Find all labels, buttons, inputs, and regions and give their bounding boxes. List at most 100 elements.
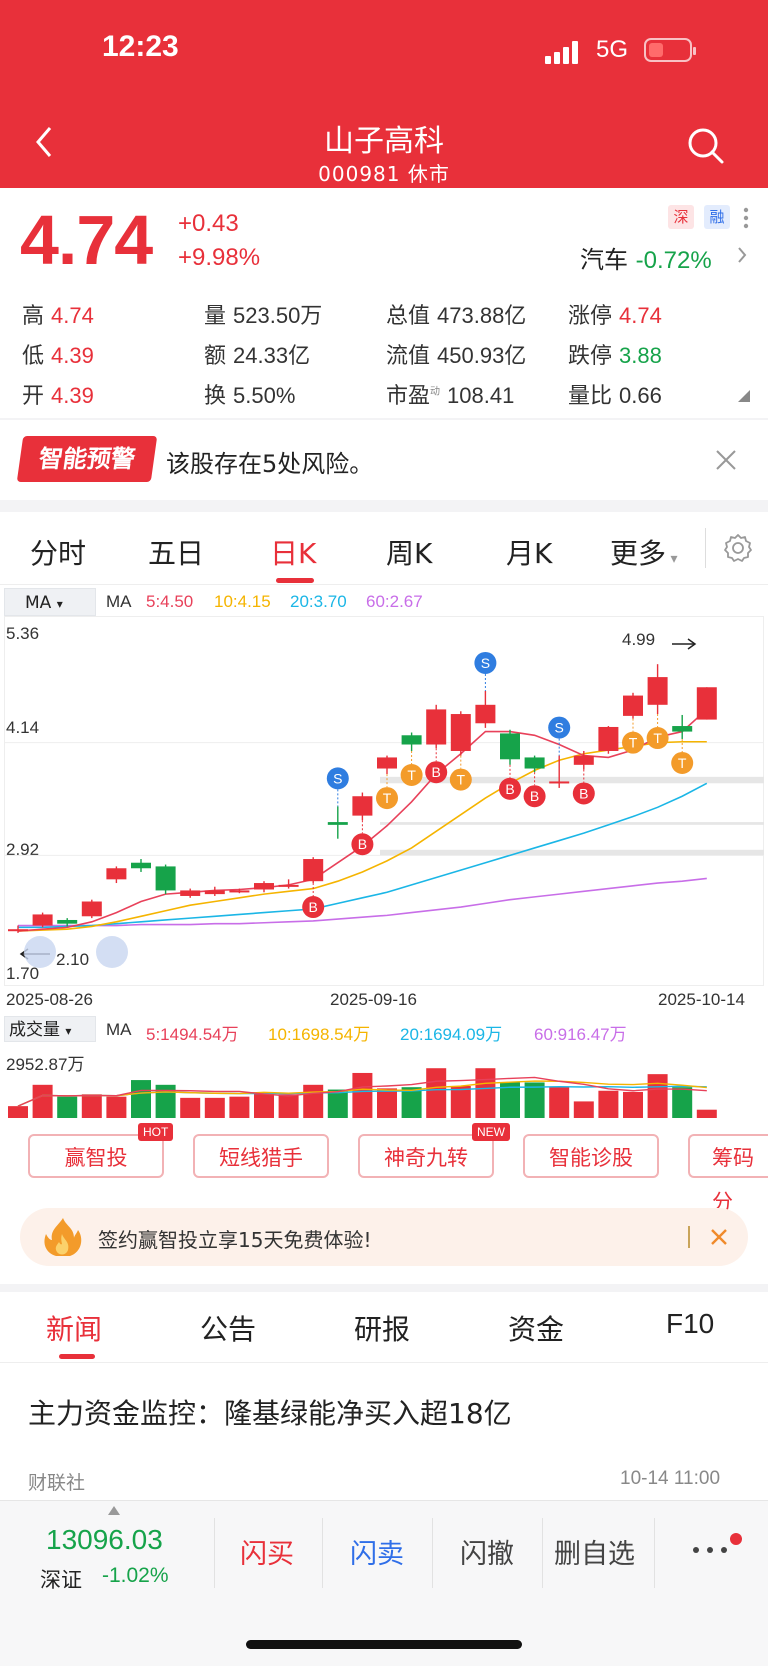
volume-bar	[450, 1085, 471, 1118]
stat-volume: 量 523.50万	[204, 303, 323, 329]
tab-divider	[705, 528, 706, 568]
sector-name: 汽车	[580, 246, 628, 274]
signal-T[interactable]: T	[449, 755, 472, 791]
high-arrow-head	[687, 638, 697, 650]
signal-S[interactable]: S	[548, 716, 571, 756]
promo-banner[interactable]: 签约赢智投立享15天免费体验!	[20, 1208, 748, 1266]
stat-float-mcap: 流值 450.93亿	[386, 343, 527, 369]
stat-turnover: 换 5.50%	[204, 383, 296, 409]
stat-limit-up: 涨停 4.74	[568, 303, 662, 329]
candle-body	[524, 757, 545, 769]
index-value[interactable]: 13096.03	[46, 1524, 163, 1555]
volume-bar	[401, 1087, 422, 1118]
tool-magic-nine[interactable]: 神奇九转	[358, 1134, 494, 1178]
tab-f10[interactable]: F10	[666, 1308, 715, 1339]
more-dots-icon[interactable]	[742, 206, 750, 230]
volume-bar	[155, 1084, 176, 1118]
volume-bar	[303, 1084, 324, 1118]
svg-text:T: T	[678, 755, 687, 771]
tab-capital[interactable]: 资金	[508, 1313, 565, 1346]
chevron-right-icon	[738, 247, 747, 263]
volume-bar	[672, 1087, 693, 1118]
candle-body	[450, 714, 471, 751]
candle-body	[598, 726, 619, 751]
quick-cancel-button[interactable]: 闪撤	[460, 1539, 514, 1570]
signal-B[interactable]: B	[499, 764, 521, 800]
bottom-divider	[542, 1518, 543, 1588]
signal-B[interactable]: B	[523, 772, 546, 808]
signal-B[interactable]: B	[572, 769, 595, 805]
signal-T[interactable]: T	[671, 738, 694, 774]
sector-pct: -0.72%	[635, 247, 712, 274]
high-annotation: 4.99	[622, 630, 656, 649]
tool-short-hunter[interactable]: 短线猎手	[193, 1134, 329, 1178]
search-icon[interactable]	[686, 126, 726, 166]
network-label: 5G	[596, 36, 629, 63]
candle-body	[32, 914, 53, 926]
volume-bar	[524, 1082, 545, 1118]
quick-buy-button[interactable]: 闪买	[240, 1539, 294, 1570]
tab-more[interactable]: 更多 ▾	[610, 537, 678, 570]
candle-body	[303, 859, 324, 882]
tab-announcements[interactable]: 公告	[200, 1313, 257, 1346]
tool-smart-diagnosis[interactable]: 智能诊股	[523, 1134, 659, 1178]
signal-T[interactable]: T	[376, 774, 398, 810]
volume-bar	[573, 1101, 594, 1118]
divider	[0, 418, 768, 420]
quick-sell-button[interactable]: 闪卖	[350, 1539, 404, 1570]
tool-yingzhitou[interactable]: 赢智投	[28, 1134, 164, 1178]
tab-five-day[interactable]: 五日	[148, 537, 205, 570]
ma60-line	[18, 877, 707, 927]
alert-text[interactable]: 该股存在5处风险。	[166, 450, 374, 478]
gear-icon[interactable]	[722, 532, 754, 564]
svg-text:B: B	[309, 899, 318, 915]
news-date: 10-14 11:00	[620, 1468, 721, 1489]
more-menu-icon[interactable]	[690, 1544, 730, 1556]
volume-select[interactable]: 成交量 ▾	[4, 1016, 96, 1042]
sector-link[interactable]: 汽车 -0.72%	[580, 240, 712, 275]
signal-T[interactable]: T	[646, 714, 669, 750]
signal-B[interactable]: B	[425, 748, 448, 784]
volume-bar	[500, 1082, 520, 1118]
svg-text:B: B	[530, 788, 539, 804]
svg-text:B: B	[358, 836, 367, 852]
candle-body	[106, 868, 127, 880]
stat-open: 开 4.39	[22, 383, 94, 409]
close-icon[interactable]	[712, 446, 740, 474]
y-tick-min: 1.70	[6, 964, 40, 983]
tab-daily-k[interactable]: 日K	[270, 537, 317, 570]
stock-code-status: 000981 休市	[318, 162, 450, 186]
signal-B[interactable]: B	[351, 820, 374, 856]
ma-select[interactable]: MA ▾	[4, 588, 96, 616]
volume-chart[interactable]	[0, 1044, 768, 1120]
ma20-line	[18, 782, 708, 929]
battery-icon	[644, 38, 696, 62]
margin-tag: 融	[704, 205, 730, 229]
tab-intraday[interactable]: 分时	[30, 537, 87, 570]
svg-text:B: B	[579, 785, 588, 801]
candle-body	[352, 796, 373, 816]
tab-news[interactable]: 新闻	[46, 1313, 103, 1346]
news-headline[interactable]: 主力资金监控：隆基绿能净买入超18亿	[28, 1397, 512, 1430]
kline-chart-frame[interactable]	[4, 616, 764, 986]
divider	[0, 584, 768, 585]
divider	[0, 1362, 768, 1363]
tab-monthly-k[interactable]: 月K	[506, 537, 553, 570]
volume-bar	[278, 1094, 299, 1118]
signal-T[interactable]: T	[400, 750, 423, 786]
promo-close-icon[interactable]	[710, 1228, 728, 1246]
signal-B[interactable]: B	[302, 883, 325, 919]
tool-chip-distribution[interactable]: 筹码分	[688, 1134, 768, 1214]
tab-indicator	[276, 578, 314, 583]
tab-weekly-k[interactable]: 周K	[386, 537, 433, 570]
expand-icon[interactable]	[738, 390, 750, 402]
tab-research[interactable]: 研报	[354, 1313, 411, 1346]
signal-S[interactable]: S	[474, 651, 497, 691]
signal-T[interactable]: T	[622, 718, 644, 754]
volume-bar	[131, 1080, 151, 1118]
signal-S[interactable]: S	[326, 767, 349, 807]
volume-bar	[475, 1068, 496, 1118]
back-icon[interactable]	[30, 120, 60, 164]
remove-watchlist-button[interactable]: 删自选	[554, 1539, 635, 1570]
